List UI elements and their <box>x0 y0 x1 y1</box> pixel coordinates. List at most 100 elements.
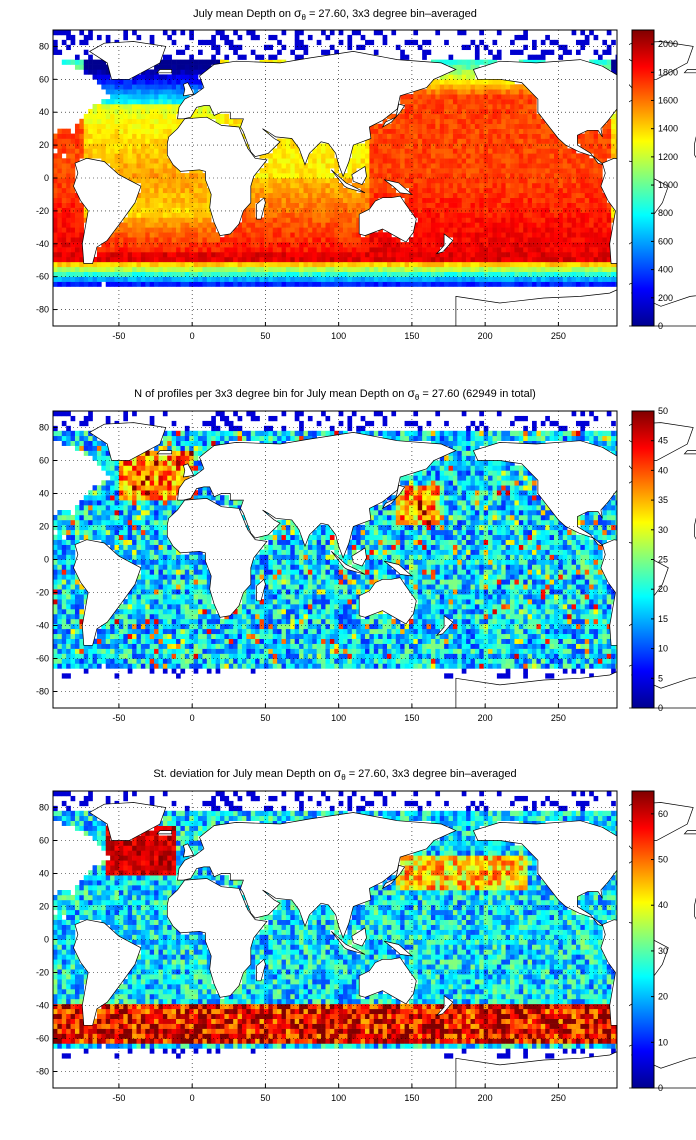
bin-cell <box>518 89 524 95</box>
bin-cell <box>501 242 506 248</box>
bin-cell <box>312 252 317 258</box>
bin-cell <box>378 276 383 282</box>
bin-cell <box>180 261 186 268</box>
bin-cell <box>101 500 107 506</box>
bin-cell <box>536 173 542 179</box>
bin-cell <box>549 182 555 189</box>
bin-cell <box>338 252 344 258</box>
bin-cell <box>53 628 58 635</box>
bin-cell <box>184 64 190 70</box>
bin-cell <box>114 247 120 253</box>
bin-cell <box>110 514 115 521</box>
bin-cell <box>136 143 142 149</box>
bin-cell <box>114 256 120 263</box>
bin-cell <box>532 261 537 268</box>
bin-cell <box>589 59 594 65</box>
bin-cell <box>558 138 564 144</box>
bin-cell <box>321 271 326 277</box>
bin-cell <box>57 519 63 526</box>
bin-cell <box>255 252 260 258</box>
bin-cell <box>373 266 379 273</box>
bin-cell <box>189 212 194 218</box>
bin-cell <box>110 628 115 635</box>
bin-cell <box>448 118 454 125</box>
bin-cell <box>435 104 441 110</box>
bin-cell <box>220 34 225 41</box>
bin-cell <box>444 256 449 263</box>
bin-cell <box>70 266 76 273</box>
bin-cell <box>562 173 568 179</box>
bin-cell <box>70 569 76 575</box>
bin-cell <box>140 143 146 149</box>
bin-cell <box>162 59 168 65</box>
bin-cell <box>167 168 172 174</box>
bin-cell <box>373 168 379 174</box>
bin-cell <box>470 266 476 273</box>
bin-cell <box>88 500 93 506</box>
bin-cell <box>299 178 304 184</box>
bin-cell <box>158 108 164 115</box>
bin-cell <box>132 173 137 179</box>
bin-cell <box>118 242 124 248</box>
bin-cell <box>127 623 133 630</box>
bin-cell <box>514 133 520 139</box>
bin-cell <box>562 232 568 238</box>
bin-cell <box>145 168 150 174</box>
bin-cell <box>140 281 146 287</box>
bin-cell <box>593 252 599 258</box>
bin-cell <box>606 261 612 268</box>
bin-cell <box>189 178 194 184</box>
bin-cell <box>457 30 463 36</box>
bin-cell <box>334 192 339 199</box>
bin-cell <box>118 505 124 511</box>
bin-cell <box>602 59 608 65</box>
bin-cell <box>92 490 98 496</box>
bin-cell <box>448 178 454 184</box>
bin-cell <box>92 658 98 664</box>
bin-cell <box>290 207 296 213</box>
bin-cell <box>140 153 146 159</box>
bin-cell <box>110 89 115 95</box>
bin-cell <box>356 256 361 263</box>
bin-cell <box>294 266 300 273</box>
bin-cell <box>118 108 124 115</box>
bin-cell <box>488 158 493 164</box>
bin-cell <box>237 222 243 228</box>
bin-cell <box>575 266 581 273</box>
bin-cell <box>532 207 537 213</box>
bin-cell <box>241 133 247 139</box>
bin-cell <box>171 30 177 36</box>
bin-cell <box>96 450 102 456</box>
bin-cell <box>321 202 326 208</box>
bin-cell <box>105 415 111 422</box>
bin-cell <box>299 197 304 203</box>
bin-cell <box>127 133 133 139</box>
bin-cell <box>290 242 296 248</box>
bin-cell <box>448 173 454 179</box>
bin-cell <box>466 281 471 287</box>
bin-cell <box>360 153 366 159</box>
bin-cell <box>88 450 93 456</box>
bin-cell <box>123 276 129 282</box>
bin-cell <box>474 49 480 55</box>
bin-cell <box>593 163 599 169</box>
bin-cell <box>382 281 388 287</box>
bin-cell <box>356 30 361 36</box>
bin-cell <box>395 252 401 258</box>
bin-cell <box>123 217 129 223</box>
bin-cell <box>92 653 98 659</box>
bin-cell <box>57 529 63 536</box>
bin-cell <box>127 266 133 273</box>
bin-cell <box>422 148 427 154</box>
bin-cell <box>395 247 401 253</box>
bin-cell <box>255 232 260 238</box>
bin-cell <box>184 266 190 273</box>
bin-cell <box>202 271 208 277</box>
bin-cell <box>488 143 493 149</box>
bin-cell <box>325 182 331 189</box>
bin-cell <box>321 212 326 218</box>
bin-cell <box>325 271 331 277</box>
bin-cell <box>602 256 608 263</box>
bin-cell <box>132 271 137 277</box>
bin-cell <box>233 271 238 277</box>
